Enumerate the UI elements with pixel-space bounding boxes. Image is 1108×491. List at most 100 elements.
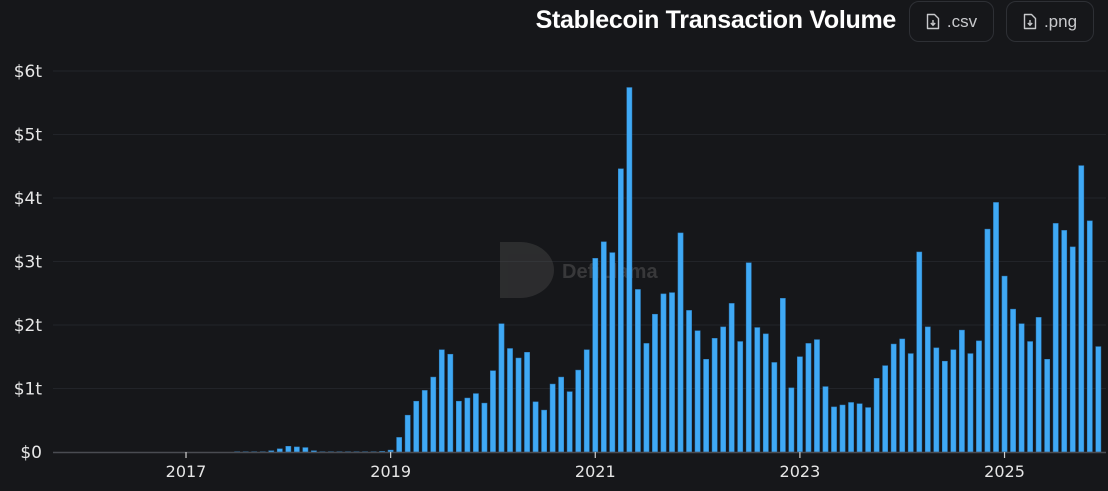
bar[interactable]: [643, 343, 650, 453]
y-tick-label: $3t: [14, 253, 43, 273]
bar[interactable]: [762, 333, 769, 453]
bar[interactable]: [481, 402, 488, 453]
bar[interactable]: [959, 329, 965, 453]
bar[interactable]: [831, 406, 837, 453]
bar[interactable]: [575, 369, 582, 453]
bar[interactable]: [984, 228, 991, 453]
bar[interactable]: [583, 349, 590, 453]
download-csv-button[interactable]: .csv: [909, 1, 994, 42]
bar[interactable]: [498, 323, 505, 453]
bar[interactable]: [1044, 359, 1051, 453]
bar[interactable]: [456, 400, 462, 453]
file-download-icon: [926, 13, 940, 30]
bar[interactable]: [600, 241, 607, 453]
bar[interactable]: [942, 360, 948, 453]
bar[interactable]: [1035, 317, 1042, 453]
bar[interactable]: [549, 383, 556, 453]
bar[interactable]: [899, 338, 906, 453]
bar[interactable]: [754, 327, 761, 453]
bar[interactable]: [1010, 308, 1016, 453]
bar[interactable]: [907, 353, 914, 453]
bar[interactable]: [430, 376, 437, 453]
bar[interactable]: [1027, 341, 1033, 453]
bar[interactable]: [507, 348, 513, 453]
bar[interactable]: [686, 310, 692, 453]
bar[interactable]: [1052, 223, 1059, 453]
bar[interactable]: [473, 393, 479, 453]
defillama-watermark: DefiLlama: [500, 242, 658, 298]
bar[interactable]: [967, 353, 974, 453]
y-tick-label: $5t: [14, 126, 43, 146]
bar[interactable]: [626, 87, 633, 453]
bar[interactable]: [728, 303, 735, 453]
bar[interactable]: [276, 448, 283, 453]
bar[interactable]: [592, 258, 599, 453]
bar[interactable]: [711, 338, 718, 453]
bar[interactable]: [720, 326, 727, 453]
bar[interactable]: [848, 402, 854, 453]
bar[interactable]: [302, 447, 309, 453]
file-download-icon: [1023, 13, 1037, 30]
bar[interactable]: [464, 397, 471, 453]
bar[interactable]: [490, 370, 496, 453]
bar[interactable]: [814, 339, 820, 453]
y-tick-label: $4t: [14, 189, 43, 209]
bars: [234, 87, 1102, 453]
bar[interactable]: [1018, 323, 1025, 453]
bar[interactable]: [882, 365, 889, 453]
bar[interactable]: [618, 168, 624, 453]
bar[interactable]: [421, 390, 428, 453]
bar[interactable]: [856, 403, 863, 453]
bar[interactable]: [558, 376, 565, 453]
bar[interactable]: [950, 349, 957, 453]
bar[interactable]: [780, 298, 786, 453]
bar[interactable]: [797, 356, 803, 453]
bar[interactable]: [677, 232, 684, 453]
download-png-button[interactable]: .png: [1006, 1, 1094, 42]
y-tick-label: $2t: [14, 316, 43, 336]
bar[interactable]: [703, 359, 709, 453]
bar[interactable]: [1078, 165, 1085, 453]
bar[interactable]: [285, 446, 292, 453]
bar[interactable]: [1069, 246, 1076, 453]
bar[interactable]: [745, 262, 752, 453]
bar[interactable]: [566, 391, 573, 453]
bar[interactable]: [865, 407, 871, 453]
bar[interactable]: [652, 313, 658, 453]
bar[interactable]: [1095, 346, 1102, 453]
bar[interactable]: [976, 340, 982, 453]
bar[interactable]: [438, 349, 445, 453]
bar[interactable]: [822, 386, 829, 453]
bar[interactable]: [635, 289, 641, 453]
bar[interactable]: [933, 347, 940, 453]
bar[interactable]: [541, 409, 547, 453]
bar[interactable]: [993, 202, 999, 453]
bar[interactable]: [1061, 230, 1068, 453]
bar[interactable]: [924, 326, 931, 453]
bar[interactable]: [387, 449, 394, 453]
bar[interactable]: [873, 378, 880, 453]
bar[interactable]: [771, 362, 778, 453]
bar[interactable]: [916, 251, 923, 453]
bar[interactable]: [294, 446, 300, 453]
bar[interactable]: [413, 400, 420, 453]
bar[interactable]: [532, 401, 539, 453]
bar[interactable]: [447, 353, 454, 453]
bar[interactable]: [1086, 220, 1093, 453]
bar[interactable]: [404, 414, 411, 453]
bar[interactable]: [669, 292, 675, 453]
bar[interactable]: [524, 352, 530, 453]
bar[interactable]: [839, 404, 846, 453]
bar[interactable]: [694, 330, 701, 453]
bar[interactable]: [890, 343, 897, 453]
bar[interactable]: [609, 252, 616, 453]
bar[interactable]: [660, 293, 667, 453]
x-tick-label: 2017: [166, 462, 207, 481]
bar[interactable]: [805, 343, 812, 453]
bar[interactable]: [737, 341, 744, 453]
bar[interactable]: [1001, 275, 1008, 453]
bar[interactable]: [788, 387, 795, 453]
bar[interactable]: [396, 437, 403, 453]
bar[interactable]: [515, 357, 522, 453]
